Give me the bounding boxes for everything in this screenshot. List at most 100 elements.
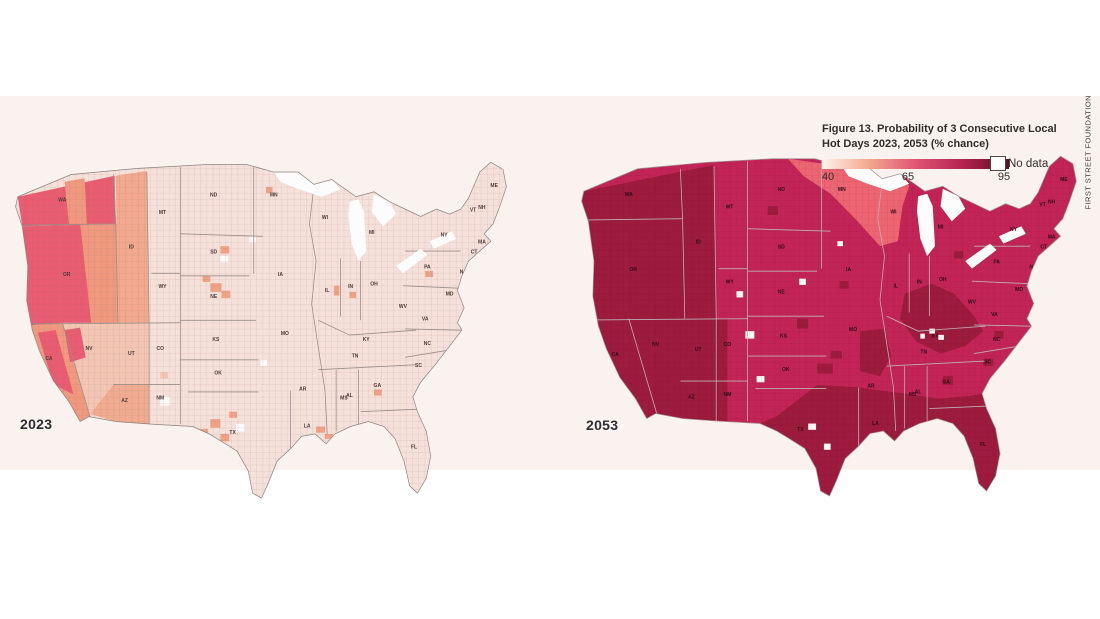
svg-text:NE: NE — [778, 289, 785, 295]
svg-text:ME: ME — [490, 183, 498, 189]
svg-text:DE: DE — [462, 289, 469, 295]
svg-text:NJ: NJ — [460, 269, 466, 275]
svg-text:ID: ID — [129, 244, 134, 250]
no-data-legend-item: No data — [990, 156, 1048, 171]
svg-text:ND: ND — [778, 187, 785, 193]
svg-text:MS: MS — [909, 392, 917, 398]
figure-title-line1: Figure 13. Probability of 3 Consecutive … — [822, 123, 1057, 135]
choropleth-map-2053: WA OR CA NV ID UT AZ MT WY CO NM ND SD NE KS OK TX MN IA MO… — [581, 155, 1077, 497]
svg-text:NM: NM — [156, 395, 164, 401]
svg-text:CT: CT — [471, 249, 478, 255]
svg-text:NV: NV — [86, 346, 93, 352]
svg-text:KS: KS — [780, 333, 787, 339]
svg-text:FL: FL — [980, 442, 987, 448]
svg-text:VT: VT — [1039, 202, 1046, 208]
svg-text:AR: AR — [867, 383, 874, 389]
svg-text:PA: PA — [424, 264, 431, 270]
svg-text:AL: AL — [915, 389, 922, 395]
svg-text:MI: MI — [938, 224, 944, 230]
svg-text:OH: OH — [370, 281, 378, 287]
svg-text:GA: GA — [374, 383, 382, 389]
no-data-label: No data — [1008, 157, 1049, 170]
svg-text:WI: WI — [322, 215, 329, 221]
svg-text:OR: OR — [63, 272, 71, 278]
svg-text:SC: SC — [415, 363, 422, 369]
svg-text:CT: CT — [1040, 244, 1047, 250]
svg-text:MS: MS — [340, 395, 348, 401]
svg-text:LA: LA — [304, 424, 311, 430]
svg-text:PA: PA — [993, 259, 1000, 265]
svg-text:WI: WI — [890, 209, 897, 215]
svg-text:NE: NE — [210, 294, 217, 300]
svg-text:MI: MI — [369, 230, 375, 236]
svg-text:IL: IL — [893, 283, 898, 289]
map-year-label-2023: 2023 — [20, 416, 53, 432]
svg-text:VA: VA — [991, 312, 998, 318]
svg-text:MA: MA — [1048, 234, 1056, 240]
svg-text:NC: NC — [993, 337, 1000, 343]
svg-text:VA: VA — [422, 316, 429, 322]
svg-text:CO: CO — [724, 342, 732, 348]
legend-tick-mid: 65 — [901, 171, 915, 183]
svg-text:TN: TN — [352, 353, 359, 359]
svg-text:OH: OH — [939, 277, 947, 283]
svg-text:KS: KS — [212, 337, 219, 343]
svg-text:WA: WA — [58, 197, 66, 203]
svg-text:ID: ID — [696, 239, 701, 245]
figure-title: Figure 13. Probability of 3 Consecutive … — [822, 122, 1100, 152]
svg-text:KY: KY — [931, 333, 938, 339]
svg-text:WV: WV — [968, 299, 977, 305]
svg-text:FL: FL — [411, 445, 418, 451]
svg-text:SD: SD — [778, 244, 785, 250]
svg-text:MD: MD — [446, 291, 454, 297]
legend-tick-min: 40 — [821, 171, 835, 183]
legend-gradient-bar — [822, 159, 1009, 169]
svg-text:SC: SC — [984, 359, 991, 365]
svg-text:TX: TX — [229, 430, 236, 436]
svg-text:NH: NH — [1048, 200, 1055, 206]
svg-text:OK: OK — [782, 367, 790, 373]
svg-text:UT: UT — [695, 347, 702, 353]
svg-text:MN: MN — [270, 193, 278, 199]
svg-text:DE: DE — [1031, 284, 1038, 290]
svg-text:SD: SD — [210, 249, 217, 255]
svg-text:NH: NH — [478, 205, 485, 211]
svg-text:WY: WY — [158, 284, 167, 290]
svg-text:MT: MT — [726, 204, 734, 210]
svg-text:AZ: AZ — [121, 398, 128, 404]
svg-text:MT: MT — [159, 210, 167, 216]
svg-text:OK: OK — [214, 370, 222, 376]
choropleth-map-2023: WA OR CA NV ID UT AZ MT WY CO NM ND SD NE KS OK TX MN IA MO… — [15, 161, 507, 499]
figure-title-line2: Hot Days 2023, 2053 (% chance) — [822, 138, 989, 150]
svg-text:MO: MO — [849, 327, 857, 333]
svg-text:KY: KY — [363, 337, 370, 343]
svg-text:WA: WA — [625, 192, 633, 198]
svg-text:NM: NM — [724, 392, 732, 398]
svg-text:IN: IN — [917, 279, 922, 285]
svg-text:ND: ND — [210, 193, 217, 199]
svg-text:MA: MA — [478, 239, 486, 245]
svg-text:WY: WY — [726, 279, 735, 285]
no-data-swatch — [990, 156, 1006, 171]
map-year-label-2053: 2053 — [586, 417, 619, 433]
svg-text:IL: IL — [325, 288, 330, 294]
svg-text:MO: MO — [281, 331, 289, 337]
svg-text:IA: IA — [846, 267, 851, 273]
svg-text:MN: MN — [838, 187, 846, 193]
svg-text:AZ: AZ — [688, 394, 695, 400]
svg-text:NJ: NJ — [1029, 264, 1035, 270]
svg-text:GA: GA — [942, 379, 950, 385]
svg-text:TN: TN — [920, 349, 927, 355]
svg-text:IN: IN — [348, 284, 353, 290]
svg-text:NY: NY — [1010, 227, 1017, 233]
svg-text:CA: CA — [45, 356, 52, 362]
color-legend: 40 65 95 — [821, 159, 1011, 185]
svg-text:NC: NC — [424, 341, 431, 347]
svg-text:CO: CO — [157, 346, 165, 352]
svg-text:LA: LA — [872, 421, 879, 427]
svg-text:UT: UT — [128, 351, 135, 357]
legend-tick-max: 95 — [997, 171, 1011, 183]
svg-text:MD: MD — [1015, 287, 1023, 293]
svg-text:TX: TX — [797, 427, 804, 433]
svg-text:ME: ME — [1060, 177, 1068, 183]
